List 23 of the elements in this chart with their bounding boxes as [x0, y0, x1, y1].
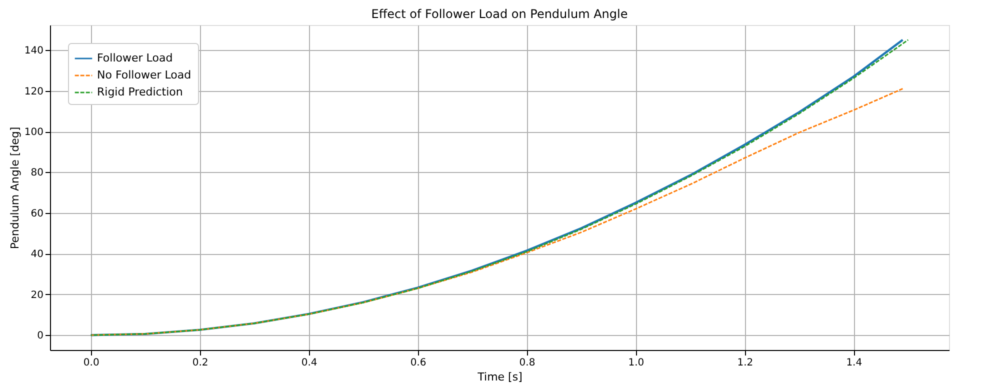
x-tick-label: 0.4 — [301, 358, 318, 368]
x-tick-label: 0.0 — [83, 358, 100, 368]
x-axis-title: Time [s] — [476, 370, 522, 384]
y-tick-label: 100 — [24, 127, 44, 138]
y-axis-title: Pendulum Angle [deg] — [8, 126, 22, 250]
legend-label: No Follower Load — [97, 68, 192, 82]
y-tick-label: 0 — [37, 330, 44, 342]
y-tick-label: 40 — [30, 249, 44, 260]
legend-label: Rigid Prediction — [97, 86, 183, 98]
chart-title: Effect of Follower Load on Pendulum Angle — [371, 7, 628, 21]
line-series — [90, 88, 904, 336]
y-tick-label: 60 — [30, 208, 44, 220]
y-tick-label: 140 — [24, 46, 44, 57]
legend-label: Follower Load — [97, 52, 173, 64]
y-tick-label: 80 — [30, 168, 44, 179]
x-tick-label: 0.8 — [519, 358, 536, 368]
x-tick-label: 1.0 — [628, 358, 644, 368]
y-tick-label: 120 — [24, 86, 44, 98]
x-tick-label: 0.2 — [192, 358, 208, 368]
y-tick-label: 20 — [30, 290, 44, 301]
x-tick-label: 1.2 — [737, 358, 754, 368]
x-tick-label: 1.4 — [846, 358, 862, 368]
x-tick-label: 0.6 — [410, 358, 426, 368]
